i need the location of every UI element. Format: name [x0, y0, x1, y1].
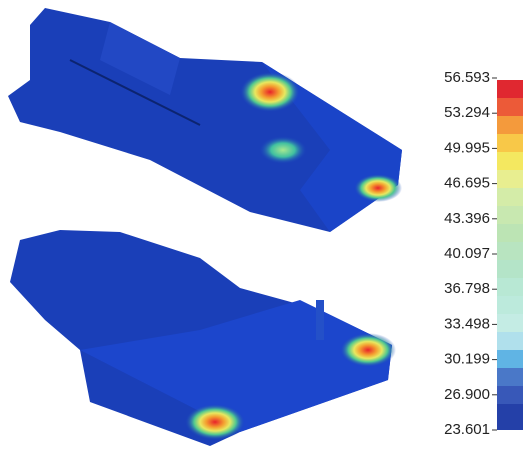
scale-labels: 56.593 53.294 49.995 46.695 43.396 40.097 36.7…	[444, 69, 497, 438]
scale-label: 46.695	[444, 175, 490, 192]
fea-result: 56.593 53.294 49.995 46.695 43.396 40.097 36.7…	[0, 0, 523, 464]
scale-label: 40.097	[444, 245, 490, 262]
scale-label: 53.294	[444, 104, 490, 121]
scale-label: 26.900	[444, 386, 490, 403]
scale-label: 23.601	[444, 421, 490, 438]
scale-label: 33.498	[444, 315, 490, 332]
scale-label: 49.995	[444, 139, 490, 156]
lower-part	[10, 230, 396, 446]
scale-label: 56.593	[444, 69, 490, 86]
scale-label: 36.798	[444, 280, 490, 297]
upper-part	[8, 8, 402, 232]
scale-label: 43.396	[444, 210, 490, 227]
scale-label: 30.199	[444, 351, 490, 368]
color-scale	[497, 80, 523, 430]
